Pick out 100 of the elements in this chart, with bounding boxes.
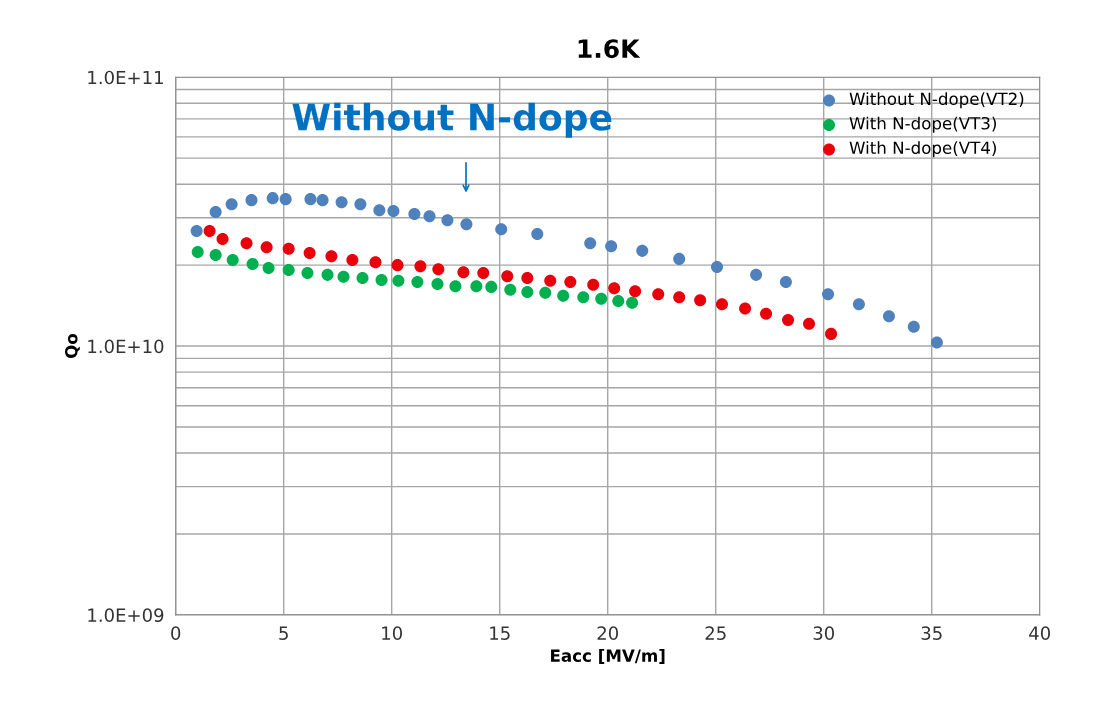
point [354, 198, 367, 211]
point [457, 266, 470, 279]
x-tick-label: 30 [813, 626, 834, 640]
annotation: Without N-dope [292, 102, 612, 138]
point [356, 272, 369, 285]
point [432, 263, 445, 276]
legend-label: Without N-dope(VT2) [849, 92, 1024, 109]
point [605, 240, 618, 253]
point [191, 245, 204, 258]
x-axis-title: Eacc [MV/m] [551, 649, 665, 664]
point [266, 192, 279, 205]
point [652, 288, 665, 301]
point [226, 253, 239, 267]
point [240, 237, 253, 250]
point [544, 274, 557, 287]
point [373, 204, 386, 217]
point [539, 286, 552, 299]
point [304, 193, 317, 206]
point [391, 259, 404, 272]
y-tick-label: 1.0E+10 [88, 339, 164, 354]
point [557, 289, 570, 302]
point [387, 204, 400, 217]
point [282, 263, 295, 276]
chart-title: 1.6K [578, 39, 641, 59]
point [431, 278, 444, 291]
point [209, 249, 222, 262]
x-tick-label: 25 [705, 626, 726, 640]
point [414, 260, 427, 273]
point [673, 291, 686, 304]
point [803, 317, 816, 330]
point [460, 218, 473, 231]
point [521, 272, 534, 285]
point [636, 244, 649, 257]
point [584, 237, 597, 250]
point [262, 262, 275, 275]
point [216, 233, 229, 246]
point [375, 274, 388, 287]
point [739, 302, 752, 315]
point [321, 268, 334, 281]
point [325, 250, 338, 263]
point [470, 280, 483, 293]
point [441, 214, 454, 227]
point [337, 270, 350, 283]
point [392, 274, 405, 287]
point [335, 196, 348, 209]
point [279, 193, 292, 206]
point [495, 223, 508, 236]
point [595, 292, 608, 305]
point [673, 252, 686, 265]
point [408, 207, 421, 220]
point [612, 295, 625, 308]
x-tick-label: 5 [279, 626, 288, 640]
point [715, 298, 728, 311]
point [260, 241, 273, 254]
point [209, 206, 222, 219]
point [564, 276, 577, 289]
point [316, 194, 329, 207]
point [504, 283, 517, 296]
point [750, 268, 763, 281]
point [710, 260, 724, 273]
point [825, 327, 838, 340]
point [190, 224, 203, 237]
x-tick-label: 35 [921, 626, 942, 640]
point [882, 310, 895, 323]
point [501, 270, 514, 283]
point [485, 280, 498, 293]
point [411, 276, 424, 289]
point [608, 282, 621, 295]
point [245, 194, 258, 207]
point [930, 336, 943, 349]
y-tick-label: 1.0E+11 [88, 70, 163, 85]
point [303, 246, 316, 259]
point [822, 288, 835, 301]
y-axis-title: Qo [64, 333, 80, 359]
point [694, 294, 707, 307]
point [301, 266, 314, 279]
x-tick-label: 40 [1029, 626, 1051, 640]
x-tick-label: 20 [597, 626, 618, 640]
point [760, 307, 773, 320]
legend-label: With N-dope(VT4) [849, 141, 996, 158]
point [587, 278, 600, 291]
point [531, 228, 544, 241]
point [521, 285, 534, 298]
point [782, 313, 795, 327]
point [629, 285, 642, 298]
point [779, 276, 792, 289]
x-tick-label: 10 [382, 626, 402, 640]
point [907, 320, 920, 333]
point [369, 256, 382, 269]
y-tick-label: 1.0E+09 [88, 608, 164, 623]
point [346, 253, 359, 267]
x-tick-label: 15 [490, 626, 510, 640]
point [423, 210, 436, 223]
legend-label: With N-dope(VT3) [849, 116, 996, 133]
point [246, 257, 259, 270]
point [282, 242, 295, 255]
point [449, 280, 462, 293]
point [852, 298, 865, 311]
point [626, 296, 639, 309]
point [477, 266, 490, 279]
